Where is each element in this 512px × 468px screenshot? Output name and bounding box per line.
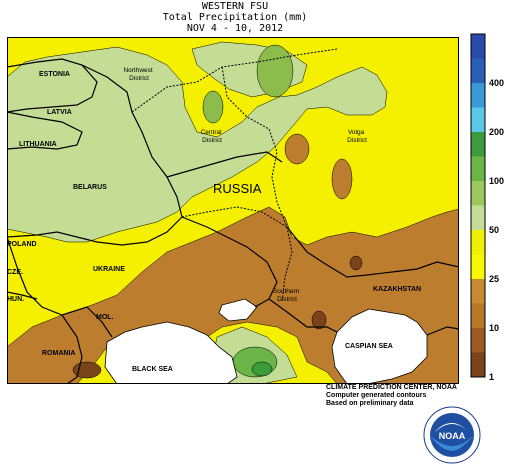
title-variable: Total Precipitation (mm)	[162, 12, 308, 23]
credit-method: Computer generated contours	[326, 392, 427, 399]
legend-swatch	[471, 352, 485, 377]
precip-zone-50-100-northwest	[256, 44, 294, 98]
legend-swatch	[471, 254, 485, 279]
precip-zone-0-1-east	[349, 255, 363, 271]
title-dates: NOV 4 - 10, 2012	[186, 23, 284, 34]
label-estonia: ESTONIA	[39, 71, 70, 78]
legend-swatch	[471, 132, 485, 157]
label-romania: ROMANIA	[42, 350, 75, 357]
legend-label: 10	[489, 323, 499, 333]
label-kazakhstan: KAZAKHSTAN	[373, 286, 421, 293]
color-legend: 400 200 100 50 25 10 1	[470, 33, 504, 382]
precip-zone-0-1-south	[311, 310, 327, 330]
map-title: WESTERN FSU Total Precipitation (mm) NOV…	[0, 1, 470, 34]
noaa-logo: NOAA	[423, 406, 481, 464]
label-russia: RUSSIA	[213, 181, 262, 196]
precip-zone-50-100-central	[202, 90, 224, 124]
legend-swatch	[471, 279, 485, 304]
legend-swatch	[471, 205, 485, 230]
legend-swatch	[471, 328, 485, 353]
legend-label: 50	[489, 225, 499, 235]
precipitation-map: ESTONIA LATVIA LITHUANIA BELARUS POLAND …	[7, 37, 459, 384]
label-southern-district: Southern District	[273, 288, 301, 303]
label-volga-district: Volga District	[347, 129, 367, 144]
legend-label: 200	[489, 127, 504, 137]
legend-frame	[470, 33, 486, 378]
label-belarus: BELARUS	[73, 184, 107, 191]
sea-of-azov	[218, 298, 258, 322]
precip-zone-1-10-volga	[284, 133, 310, 165]
legend-label: 400	[489, 78, 504, 88]
title-region: WESTERN FSU	[201, 1, 269, 12]
precip-zone-100-200-south	[251, 361, 273, 377]
credit-note: Based on preliminary data	[326, 400, 414, 407]
label-czech: CZE.	[7, 269, 23, 276]
legend-label: 25	[489, 274, 499, 284]
legend-swatch	[471, 58, 485, 83]
legend-swatch	[471, 230, 485, 255]
legend-swatch	[471, 107, 485, 132]
label-northwest-district: Northwest District	[123, 67, 154, 82]
legend-label: 1	[489, 372, 494, 382]
label-poland: POLAND	[7, 241, 37, 248]
black-sea	[104, 321, 238, 384]
label-ukraine: UKRAINE	[93, 266, 125, 273]
label-lithuania: LITHUANIA	[19, 141, 57, 148]
label-black-sea: BLACK SEA	[132, 366, 173, 373]
label-moldova: MOL.	[96, 314, 114, 321]
precip-zone-25-50-north	[7, 46, 388, 243]
label-latvia: LATVIA	[47, 109, 72, 116]
label-caspian-sea: CASPIAN SEA	[345, 343, 393, 350]
noaa-logo-text: NOAA	[439, 431, 466, 441]
credit-source: CLIMATE PREDICTION CENTER, NOAA	[326, 384, 457, 391]
legend-swatch	[471, 181, 485, 206]
legend-swatch	[471, 83, 485, 108]
credit-block: CLIMATE PREDICTION CENTER, NOAA Computer…	[326, 384, 457, 408]
legend-swatch	[471, 156, 485, 181]
district-boundaries	[131, 48, 338, 303]
legend-swatch	[471, 34, 485, 59]
caspian-sea	[331, 308, 428, 384]
label-hungary: HUN.	[7, 296, 24, 303]
legend-swatch	[471, 303, 485, 328]
legend-label: 100	[489, 176, 504, 186]
label-central-district: Central District	[201, 129, 224, 144]
precip-zone-1-10-volga-east	[331, 158, 353, 200]
